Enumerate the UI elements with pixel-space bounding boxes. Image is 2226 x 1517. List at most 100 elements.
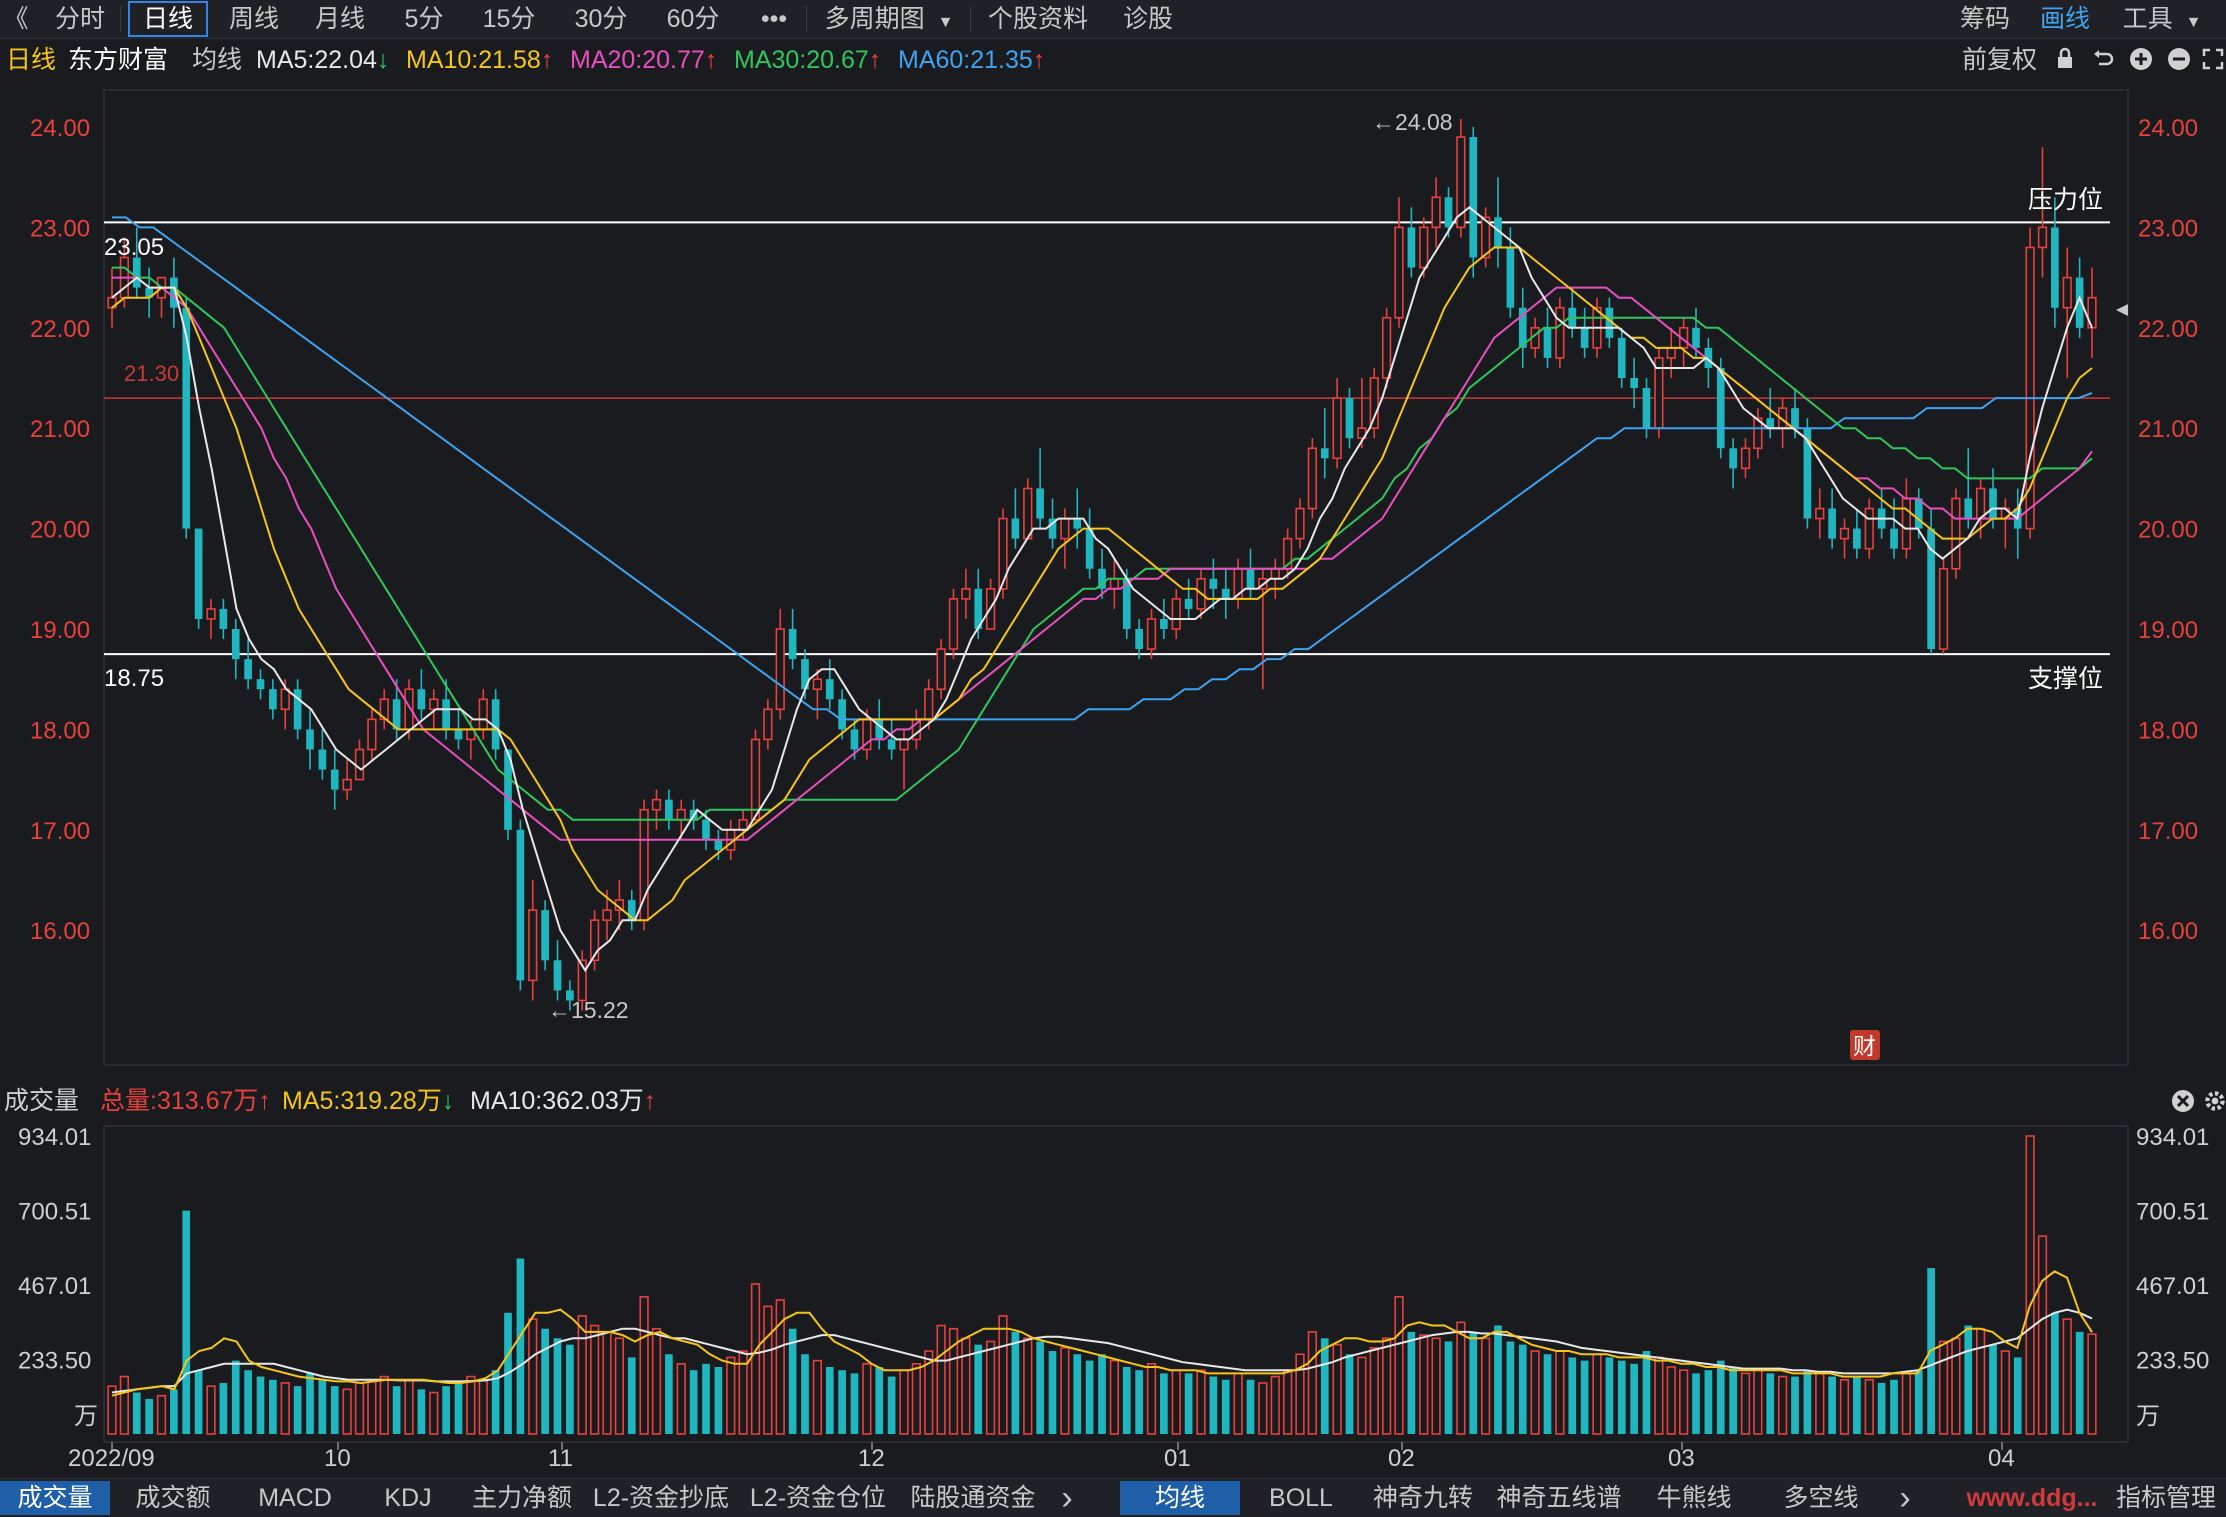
- chips-button[interactable]: 筹码: [1959, 5, 2010, 33]
- candle: [2051, 197, 2059, 328]
- zoom-in-icon[interactable]: [2128, 46, 2154, 72]
- back-button[interactable]: 《: [3, 5, 29, 33]
- multi-period-dropdown[interactable]: 多周期图 ▼: [814, 3, 964, 35]
- volume-bar: [2037, 1235, 2048, 1435]
- tab-rixian[interactable]: 日线: [128, 1, 208, 37]
- candle: [2037, 147, 2048, 278]
- price-tick-right: 17.00: [2138, 818, 2198, 845]
- tab-30min[interactable]: 30分: [574, 5, 628, 33]
- tab-diagnose[interactable]: 诊股: [1122, 5, 1173, 33]
- volume-bar: [1109, 1359, 1120, 1435]
- volume-bar: [156, 1394, 167, 1435]
- expand-icon[interactable]: [2200, 46, 2226, 72]
- tab-15min[interactable]: 15分: [482, 5, 536, 33]
- tab-fenshi[interactable]: 分时: [54, 5, 105, 33]
- candle: [1320, 408, 1329, 479]
- volume-chart[interactable]: 934.01 934.01 700.51 700.51 467.01 467.01 233.…: [0, 1122, 2226, 1478]
- volume-bar: [788, 1328, 797, 1434]
- candle: [1729, 438, 1737, 489]
- volume-bar: [1357, 1356, 1367, 1435]
- more-button[interactable]: •••: [760, 5, 788, 33]
- tab-60min[interactable]: 60分: [666, 5, 720, 33]
- adjust-dropdown[interactable]: 前复权: [1962, 46, 2038, 74]
- volume-bar: [553, 1338, 562, 1434]
- volume-bar: [1580, 1360, 1589, 1434]
- zoom-out-icon[interactable]: [2166, 46, 2192, 72]
- indicator-tab-5[interactable]: L2-资金抄底: [592, 1484, 730, 1512]
- volume-bar: [961, 1337, 971, 1435]
- chevron-right-icon[interactable]: ›: [1061, 1479, 1073, 1517]
- price-chart[interactable]: 24.00 24.00 23.00 23.00 22.00 22.00 21.00 21.00…: [0, 80, 2226, 1080]
- overlay-tab-0[interactable]: 均线: [1120, 1481, 1240, 1515]
- indicator-tab-7[interactable]: 陆股通资金: [910, 1484, 1036, 1512]
- price-tick-right: 18.00: [2138, 717, 2198, 744]
- indicator-tab-0[interactable]: 成交量: [0, 1481, 110, 1515]
- volume-bar: [219, 1382, 228, 1434]
- tab-zhouxian[interactable]: 周线: [228, 5, 279, 33]
- ma-label[interactable]: 均线: [192, 46, 243, 74]
- indicator-tab-3[interactable]: KDJ: [384, 1484, 432, 1512]
- volume-bar: [429, 1391, 439, 1435]
- lock-icon[interactable]: [2052, 46, 2078, 72]
- tab-yuexian[interactable]: 月线: [314, 5, 365, 33]
- draw-line-button[interactable]: 画线: [2039, 5, 2090, 33]
- overlay-tab-5[interactable]: 多空线: [1783, 1484, 1859, 1512]
- ma20-label: MA20:20.77↑: [570, 46, 718, 74]
- volume-bar: [750, 1283, 761, 1435]
- volume-bar: [1740, 1372, 1751, 1435]
- candle: [1122, 568, 1131, 640]
- chevron-right-icon[interactable]: ›: [1899, 1479, 1911, 1517]
- candle: [627, 890, 636, 931]
- volume-bar: [1369, 1347, 1379, 1435]
- volume-bar: [379, 1375, 389, 1435]
- candle: [887, 719, 896, 760]
- indicator-manage-button[interactable]: 指标管理: [2115, 1484, 2216, 1512]
- overlay-tab-1[interactable]: BOLL: [1269, 1484, 1333, 1512]
- candle: [1407, 207, 1416, 278]
- candle: [1543, 307, 1552, 368]
- volume-bar: [1938, 1340, 1949, 1435]
- volume-bar: [404, 1378, 414, 1435]
- candle: [1098, 548, 1106, 599]
- volume-bar: [1171, 1369, 1181, 1435]
- candle: [1456, 118, 1466, 238]
- undo-icon[interactable]: [2090, 46, 2116, 72]
- price-tick-left: 23.00: [30, 215, 90, 242]
- overlay-tab-2[interactable]: 神奇九转: [1372, 1484, 1473, 1512]
- candle: [541, 900, 549, 971]
- volume-bar: [1901, 1372, 1912, 1435]
- indicator-tab-4[interactable]: 主力净额: [471, 1484, 572, 1512]
- volume-tick-right: 233.50: [2136, 1348, 2209, 1375]
- volume-bar: [1630, 1363, 1638, 1434]
- candle: [256, 669, 265, 700]
- volume-bar: [1320, 1338, 1329, 1434]
- candle: [1369, 367, 1379, 439]
- candle: [1494, 177, 1502, 268]
- tab-stock-info[interactable]: 个股资料: [987, 5, 1088, 33]
- volume-bar: [998, 1315, 1008, 1435]
- indicator-tab-1[interactable]: 成交额: [135, 1484, 211, 1512]
- gear-icon[interactable]: [2204, 1088, 2226, 1114]
- volume-title: 成交量: [4, 1087, 80, 1115]
- volume-bar: [676, 1363, 686, 1435]
- volume-bar: [936, 1324, 946, 1435]
- overlay-tab-4[interactable]: 牛熊线: [1656, 1484, 1732, 1512]
- overlay-tab-3[interactable]: 神奇五线谱: [1496, 1484, 1622, 1512]
- volume-bar: [1135, 1370, 1143, 1434]
- price-tick-left: 19.00: [30, 617, 90, 644]
- volume-tick-right: 467.01: [2136, 1273, 2209, 1300]
- support-label: 支撑位: [2028, 665, 2103, 693]
- tab-5min[interactable]: 5分: [404, 5, 444, 33]
- volume-bar: [293, 1386, 302, 1434]
- close-icon[interactable]: [2170, 1088, 2196, 1114]
- indicator-tab-2[interactable]: MACD: [258, 1484, 332, 1512]
- volume-bar: [1209, 1376, 1218, 1434]
- volume-unit-right: 万: [2136, 1403, 2160, 1430]
- volume-bar: [107, 1385, 117, 1435]
- volume-bar: [763, 1305, 773, 1435]
- volume-bar: [466, 1375, 476, 1435]
- volume-tick-left: 233.50: [18, 1348, 91, 1375]
- indicator-tab-6[interactable]: L2-资金仓位: [749, 1484, 887, 1512]
- volume-tick-left: 467.01: [18, 1273, 91, 1300]
- tools-dropdown[interactable]: 工具 ▼: [2110, 3, 2214, 35]
